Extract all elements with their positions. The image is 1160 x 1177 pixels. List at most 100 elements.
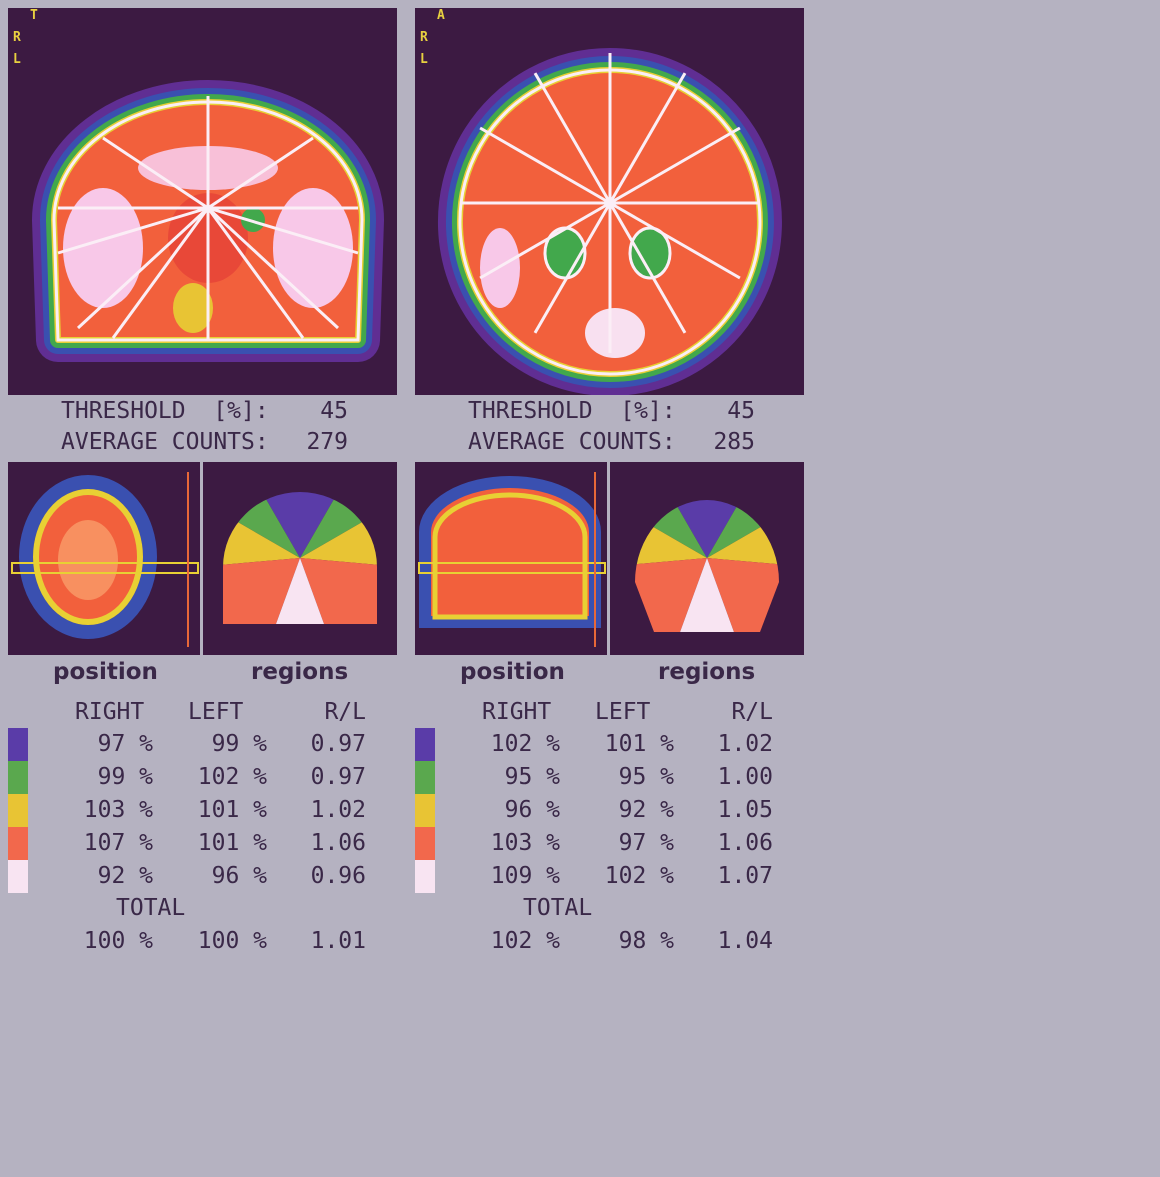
brain-image xyxy=(8,8,397,395)
table-cell: 1.05 xyxy=(717,797,773,823)
total-cell: 100 % xyxy=(197,928,267,954)
total-label: TOTAL xyxy=(116,895,186,921)
position-label: position xyxy=(53,659,158,685)
image-part xyxy=(608,72,687,204)
table-cell: 102 % xyxy=(197,764,267,790)
table-cell: 1.06 xyxy=(310,830,366,856)
image-part xyxy=(609,126,741,205)
average-value: 279 xyxy=(306,429,348,455)
table-cell: 92 % xyxy=(618,797,674,823)
region-swatch xyxy=(8,728,28,761)
regions-label: regions xyxy=(658,659,756,685)
image-part xyxy=(635,558,707,632)
region-swatch xyxy=(8,761,28,794)
table-cell: 102 % xyxy=(490,731,560,757)
region-swatch xyxy=(415,794,435,827)
image-part xyxy=(273,188,353,308)
orientation-label: L xyxy=(13,52,21,67)
image-part xyxy=(585,308,645,358)
image-part xyxy=(479,126,611,205)
table-cell: 107 % xyxy=(83,830,153,856)
table-cell: 97 % xyxy=(97,731,153,757)
table-cell: 1.02 xyxy=(717,731,773,757)
regions-label: regions xyxy=(251,659,349,685)
table-cell: 95 % xyxy=(504,764,560,790)
table-cell: 1.02 xyxy=(310,797,366,823)
average-label: AVERAGE COUNTS: xyxy=(61,429,269,455)
position-image xyxy=(8,462,200,655)
image-part xyxy=(628,226,672,280)
table-cell: 96 % xyxy=(504,797,560,823)
table-cell: 96 % xyxy=(211,863,267,889)
image-part xyxy=(223,558,300,624)
table-cell: 101 % xyxy=(197,830,267,856)
table-cell: 1.07 xyxy=(717,863,773,889)
table-cell: 0.96 xyxy=(310,863,366,889)
total-cell: 1.01 xyxy=(310,928,366,954)
image-part xyxy=(300,492,377,558)
total-cell: 102 % xyxy=(490,928,560,954)
image-part xyxy=(707,500,779,576)
column-header: LEFT xyxy=(188,699,244,725)
region-swatch xyxy=(415,728,435,761)
image-part xyxy=(173,283,213,333)
total-cell: 98 % xyxy=(618,928,674,954)
table-cell: 1.00 xyxy=(717,764,773,790)
region-swatch xyxy=(415,827,435,860)
table-cell: 99 % xyxy=(97,764,153,790)
image-part xyxy=(300,492,377,576)
table-cell: 0.97 xyxy=(310,731,366,757)
image-part xyxy=(418,562,606,574)
threshold-label: THRESHOLD [%]: xyxy=(61,398,269,424)
regions-image xyxy=(203,462,397,655)
orientation-label: R xyxy=(13,30,21,45)
image-part xyxy=(609,201,741,280)
total-cell: 1.04 xyxy=(717,928,773,954)
total-cell: 100 % xyxy=(83,928,153,954)
image-part xyxy=(223,492,300,558)
table-cell: 97 % xyxy=(618,830,674,856)
image-part xyxy=(707,558,779,632)
table-cell: 102 % xyxy=(604,863,674,889)
column-header: R/L xyxy=(731,699,773,725)
table-cell: 101 % xyxy=(197,797,267,823)
table-cell: 103 % xyxy=(490,830,560,856)
image-part xyxy=(11,562,199,574)
image-part xyxy=(58,520,118,600)
image-part xyxy=(635,500,707,576)
table-cell: 1.06 xyxy=(717,830,773,856)
region-swatch xyxy=(8,860,28,893)
region-swatch xyxy=(8,827,28,860)
image-part xyxy=(76,206,210,330)
regions-image xyxy=(610,462,804,655)
threshold-value: 45 xyxy=(320,398,348,424)
position-image xyxy=(415,462,607,655)
image-part xyxy=(533,202,612,334)
image-part xyxy=(608,202,687,334)
image-part xyxy=(223,492,377,624)
image-part xyxy=(432,492,588,620)
table-cell: 109 % xyxy=(490,863,560,889)
table-cell: 92 % xyxy=(97,863,153,889)
threshold-value: 45 xyxy=(727,398,755,424)
region-swatch xyxy=(8,794,28,827)
threshold-label: THRESHOLD [%]: xyxy=(468,398,676,424)
table-cell: 0.97 xyxy=(310,764,366,790)
column-header: LEFT xyxy=(595,699,651,725)
column-header: RIGHT xyxy=(482,699,552,725)
average-value: 285 xyxy=(713,429,755,455)
image-part xyxy=(63,188,143,308)
image-part xyxy=(206,206,340,330)
image-part xyxy=(52,100,364,342)
image-part xyxy=(111,207,210,339)
orientation-label: A xyxy=(437,8,445,23)
orientation-label: T xyxy=(30,8,38,23)
image-part xyxy=(206,207,305,339)
image-part xyxy=(102,136,209,210)
table-cell: 101 % xyxy=(604,731,674,757)
table-cell: 95 % xyxy=(618,764,674,790)
image-part xyxy=(57,206,209,255)
table-cell: 103 % xyxy=(83,797,153,823)
brain-image xyxy=(415,8,804,395)
orientation-label: L xyxy=(420,52,428,67)
